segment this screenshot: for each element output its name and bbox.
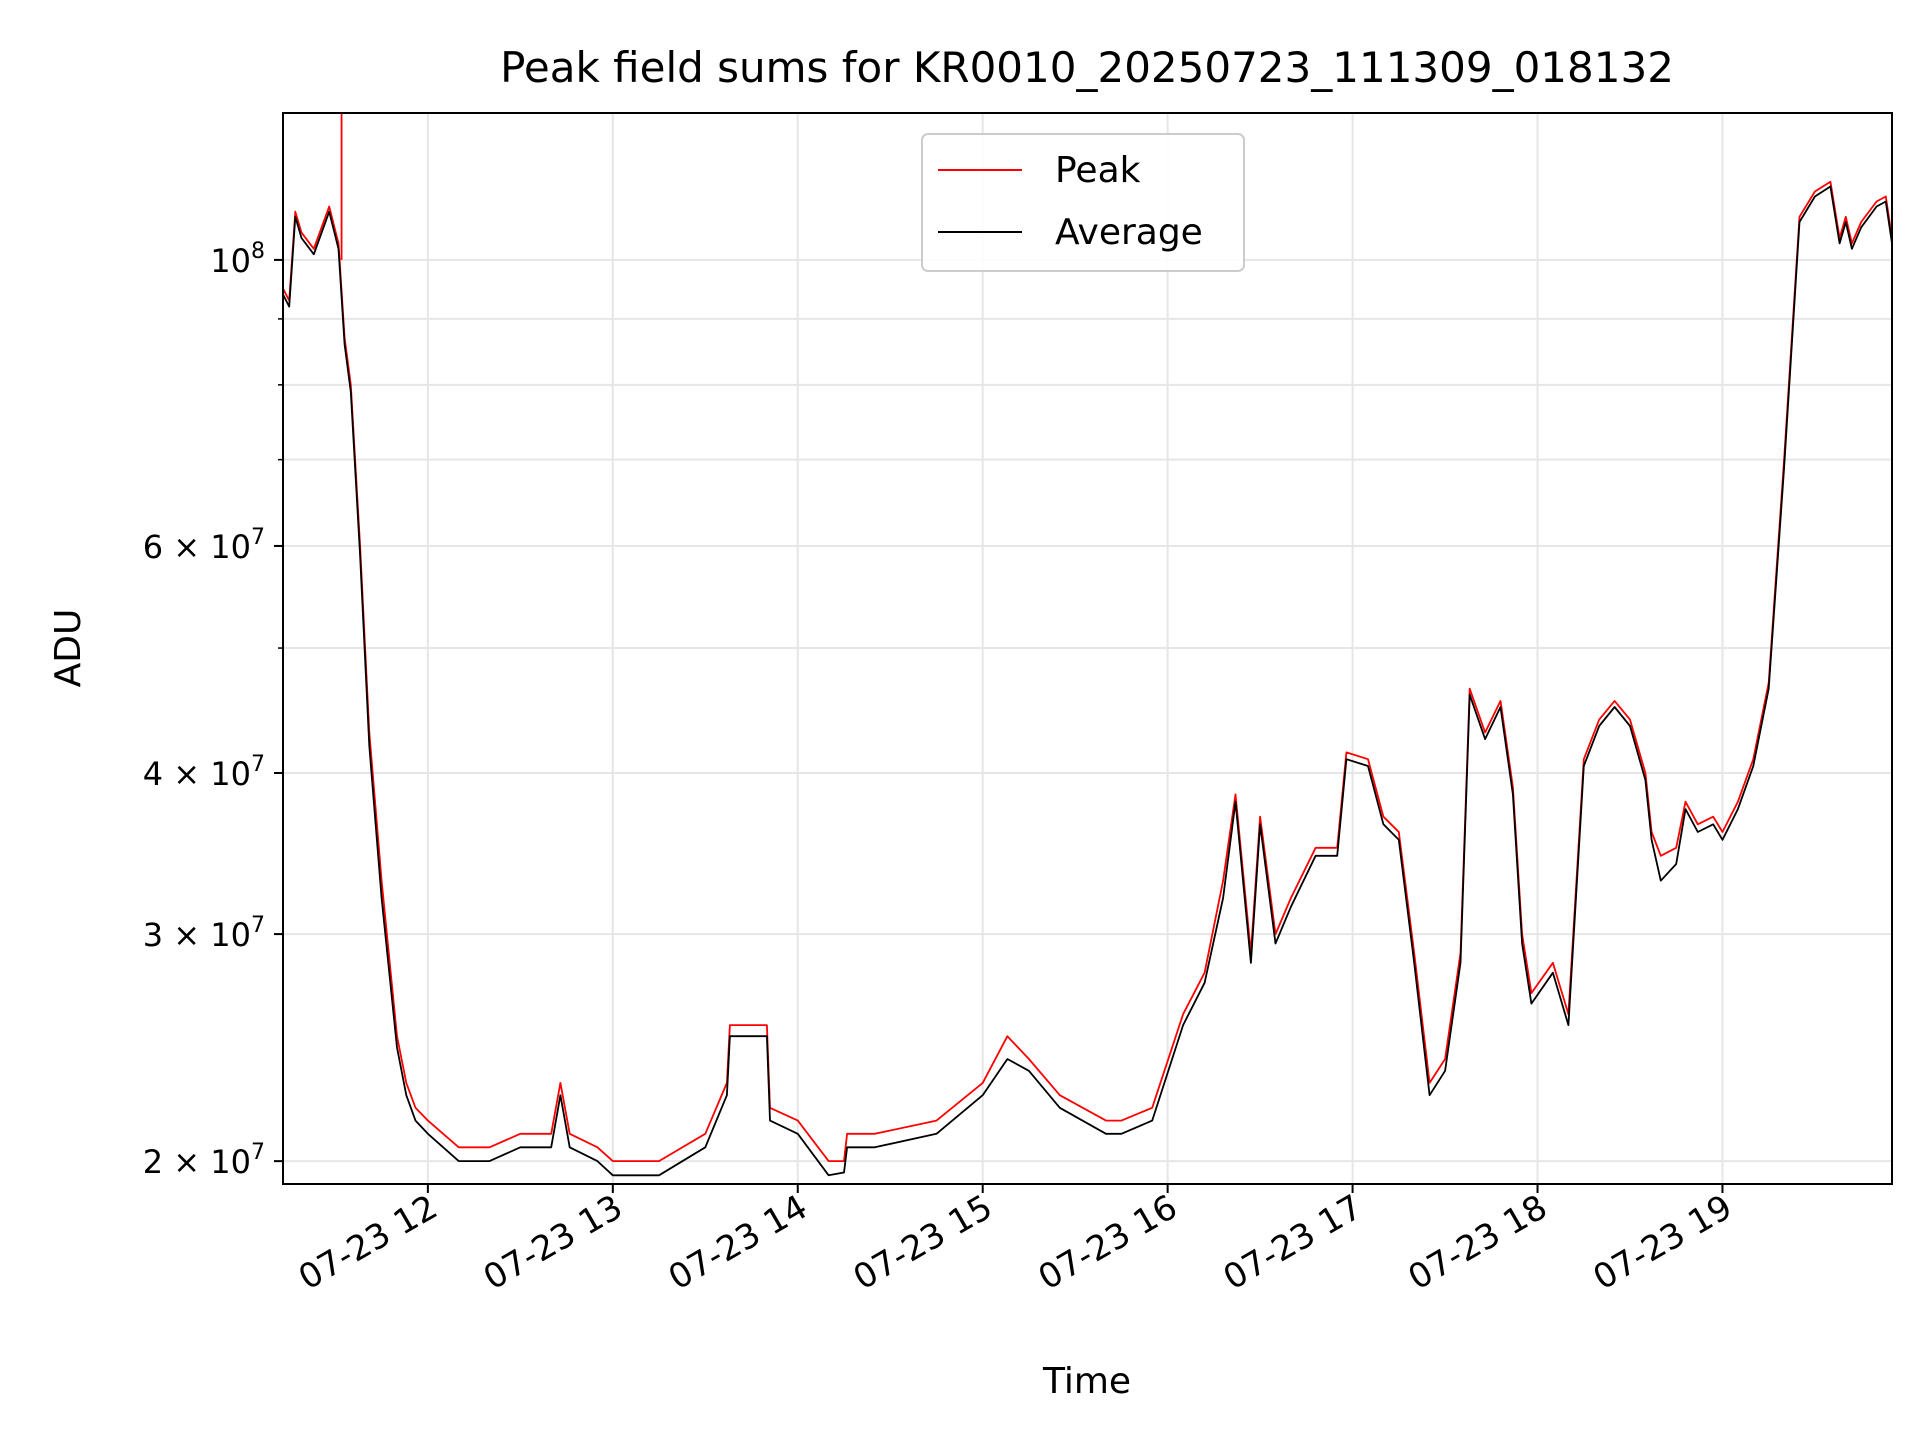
legend-label-peak: Peak bbox=[1055, 150, 1141, 191]
series-group bbox=[283, 113, 1892, 1177]
y-axis-label: ADU bbox=[48, 609, 89, 688]
y-tick-label: 2 × 107 bbox=[143, 1140, 265, 1181]
y-tick-label: 6 × 107 bbox=[143, 525, 265, 566]
x-axis-label: Time bbox=[1042, 1361, 1131, 1402]
series-line-average bbox=[283, 185, 1892, 1177]
legend-label-average: Average bbox=[1055, 212, 1203, 253]
legend: Peak Average bbox=[921, 133, 1245, 272]
y-axis: 2 × 107 3 × 107 4 × 107 6 × 107 108 bbox=[143, 239, 283, 1181]
plot-area bbox=[283, 113, 1892, 1177]
y-tick-label: 4 × 107 bbox=[143, 752, 265, 793]
chart-title: Peak field sums for KR0010_20250723_1113… bbox=[500, 43, 1674, 92]
y-tick-label: 3 × 107 bbox=[143, 913, 265, 954]
legend-box bbox=[921, 133, 1245, 272]
y-tick-label: 108 bbox=[210, 239, 265, 280]
grid bbox=[283, 113, 1892, 1184]
